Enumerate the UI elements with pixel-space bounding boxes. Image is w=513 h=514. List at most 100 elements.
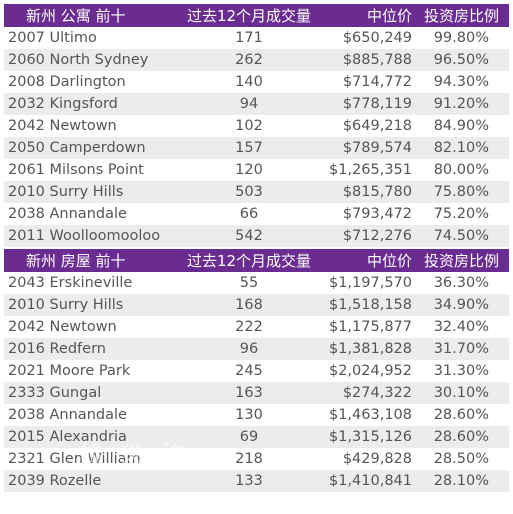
table-row: 2321 Glen William 218 $429,828 28.50% [4,448,509,470]
investor-ratio-cell: 80.00% [414,159,509,181]
apartments-title: 新州 公寓 前十 [4,4,174,27]
median-price-cell: $1,175,877 [324,316,414,338]
investor-ratio-cell: 28.60% [414,426,509,448]
suburb-cell: 2043 Erskineville [4,272,174,294]
volume-cell: 157 [174,137,324,159]
volume-cell: 171 [174,27,324,49]
table-row: 2032 Kingsford 94 $778,119 91.20% [4,93,509,115]
investor-ratio-cell: 28.50% [414,448,509,470]
investor-ratio-cell: 36.30% [414,272,509,294]
suburb-cell: 2038 Annandale [4,404,174,426]
investor-ratio-cell: 91.20% [414,93,509,115]
investor-ratio-cell: 31.70% [414,338,509,360]
volume-cell: 55 [174,272,324,294]
table-row: 2010 Surry Hills 168 $1,518,158 34.90% [4,294,509,316]
volume-cell: 245 [174,360,324,382]
median-price-cell: $1,197,570 [324,272,414,294]
apartments-header-row: 新州 公寓 前十 过去12个月成交量 中位价 投资房比例 [4,4,509,27]
median-price-cell: $650,249 [324,27,414,49]
table-row: 2050 Camperdown 157 $789,574 82.10% [4,137,509,159]
median-price-cell: $1,315,126 [324,426,414,448]
table-row: 2021 Moore Park 245 $2,024,952 31.30% [4,360,509,382]
table-row: 2042 Newtown 102 $649,218 84.90% [4,115,509,137]
median-price-cell: $885,788 [324,49,414,71]
volume-cell: 542 [174,225,324,247]
suburb-cell: 2011 Woolloomooloo [4,225,174,247]
volume-cell: 94 [174,93,324,115]
suburb-cell: 2021 Moore Park [4,360,174,382]
suburb-cell: 2039 Rozelle [4,470,174,492]
volume-cell: 102 [174,115,324,137]
median-price-cell: $649,218 [324,115,414,137]
median-price-cell: $1,410,841 [324,470,414,492]
investor-ratio-header: 投资房比例 [414,4,509,27]
houses-body: 2043 Erskineville 55 $1,197,570 36.30% 2010 … [4,272,509,492]
volume-cell: 262 [174,49,324,71]
investor-ratio-cell: 99.80% [414,27,509,49]
investor-ratio-cell: 74.50% [414,225,509,247]
table-row: 2061 Milsons Point 120 $1,265,351 80.00% [4,159,509,181]
volume-header: 过去12个月成交量 [174,4,324,27]
table-row: 2038 Annandale 66 $793,472 75.20% [4,203,509,225]
volume-cell: 66 [174,203,324,225]
table-row: 2010 Surry Hills 503 $815,780 75.80% [4,181,509,203]
investor-ratio-cell: 94.30% [414,71,509,93]
suburb-cell: 2333 Gungal [4,382,174,404]
table-row: 2060 North Sydney 262 $885,788 96.50% [4,49,509,71]
suburb-cell: 2321 Glen William [4,448,174,470]
investor-ratio-cell: 31.30% [414,360,509,382]
volume-cell: 222 [174,316,324,338]
houses-title: 新州 房屋 前十 [4,249,174,272]
volume-cell: 163 [174,382,324,404]
median-price-cell: $274,322 [324,382,414,404]
suburb-cell: 2016 Redfern [4,338,174,360]
suburb-cell: 2032 Kingsford [4,93,174,115]
median-price-cell: $714,772 [324,71,414,93]
suburb-cell: 2042 Newtown [4,316,174,338]
median-price-header: 中位价 [324,249,414,272]
table-row: 2039 Rozelle 133 $1,410,841 28.10% [4,470,509,492]
investor-ratio-cell: 28.10% [414,470,509,492]
volume-cell: 168 [174,294,324,316]
median-price-cell: $778,119 [324,93,414,115]
table-row: 2008 Darlington 140 $714,772 94.30% [4,71,509,93]
suburb-cell: 2010 Surry Hills [4,294,174,316]
apartments-table: 新州 公寓 前十 过去12个月成交量 中位价 投资房比例 2007 Ultimo… [4,4,509,247]
table-row: 2042 Newtown 222 $1,175,877 32.40% [4,316,509,338]
volume-cell: 503 [174,181,324,203]
median-price-cell: $789,574 [324,137,414,159]
median-price-cell: $815,780 [324,181,414,203]
table-row: 2011 Woolloomooloo 542 $712,276 74.50% [4,225,509,247]
investor-ratio-cell: 32.40% [414,316,509,338]
apartments-body: 2007 Ultimo 171 $650,249 99.80% 2060 North S… [4,27,509,247]
investor-ratio-cell: 82.10% [414,137,509,159]
volume-cell: 130 [174,404,324,426]
volume-cell: 133 [174,470,324,492]
investor-ratio-cell: 75.80% [414,181,509,203]
volume-cell: 120 [174,159,324,181]
volume-cell: 96 [174,338,324,360]
suburb-cell: 2038 Annandale [4,203,174,225]
median-price-cell: $793,472 [324,203,414,225]
median-price-cell: $429,828 [324,448,414,470]
investor-ratio-cell: 28.60% [414,404,509,426]
table-row: 2015 Alexandria 69 $1,315,126 28.60% [4,426,509,448]
suburb-cell: 2042 Newtown [4,115,174,137]
table-row: 2043 Erskineville 55 $1,197,570 36.30% [4,272,509,294]
table-row: 2007 Ultimo 171 $650,249 99.80% [4,27,509,49]
investor-ratio-cell: 96.50% [414,49,509,71]
suburb-cell: 2015 Alexandria [4,426,174,448]
median-price-cell: $1,518,158 [324,294,414,316]
volume-cell: 218 [174,448,324,470]
suburb-cell: 2010 Surry Hills [4,181,174,203]
median-price-cell: $2,024,952 [324,360,414,382]
suburb-cell: 2060 North Sydney [4,49,174,71]
investor-ratio-header: 投资房比例 [414,249,509,272]
suburb-cell: 2008 Darlington [4,71,174,93]
property-tables: 新州 公寓 前十 过去12个月成交量 中位价 投资房比例 2007 Ultimo… [4,4,509,492]
investor-ratio-cell: 34.90% [414,294,509,316]
volume-cell: 140 [174,71,324,93]
suburb-cell: 2007 Ultimo [4,27,174,49]
volume-cell: 69 [174,426,324,448]
median-price-cell: $712,276 [324,225,414,247]
